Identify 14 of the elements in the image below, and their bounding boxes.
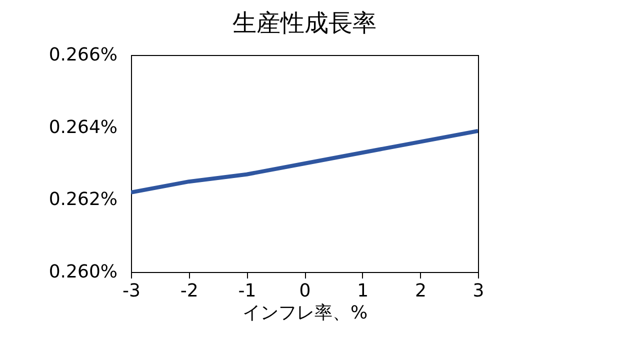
y-tick-label: 0.264% — [48, 116, 118, 138]
x-tick-label: 2 — [414, 280, 426, 302]
x-tick-label: -1 — [238, 280, 256, 302]
x-tick-label: -2 — [180, 280, 198, 302]
x-axis-title: インフレ率、% — [242, 302, 368, 324]
line-series — [131, 128, 478, 194]
x-tick-label: -3 — [122, 280, 140, 302]
y-tick-label: 0.262% — [48, 189, 118, 210]
x-tick-label: 0 — [299, 280, 311, 302]
x-tick-label: 1 — [357, 280, 369, 302]
y-tick-label: 0.266% — [48, 44, 118, 66]
x-tick-label: 3 — [472, 280, 484, 302]
chart-title: 生産性成長率 — [232, 9, 376, 37]
y-tick-label: 0.260% — [48, 262, 118, 282]
